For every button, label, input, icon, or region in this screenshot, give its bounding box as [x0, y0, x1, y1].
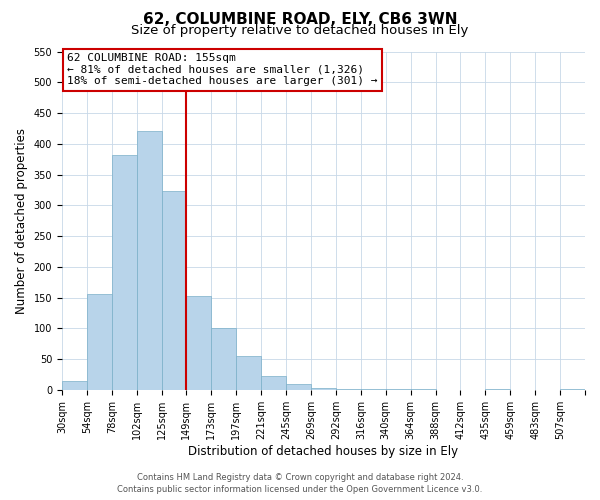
Bar	[187, 296, 211, 390]
Bar	[286, 384, 311, 390]
Bar	[236, 356, 261, 390]
Bar	[410, 389, 436, 390]
Bar	[336, 388, 361, 390]
Bar	[211, 328, 236, 390]
Y-axis label: Number of detached properties: Number of detached properties	[15, 128, 28, 314]
X-axis label: Distribution of detached houses by size in Ely: Distribution of detached houses by size …	[188, 444, 458, 458]
Bar	[137, 132, 161, 390]
Bar	[485, 389, 510, 390]
Text: 62, COLUMBINE ROAD, ELY, CB6 3WN: 62, COLUMBINE ROAD, ELY, CB6 3WN	[143, 12, 457, 28]
Bar	[560, 389, 585, 390]
Bar	[386, 389, 410, 390]
Bar	[361, 389, 386, 390]
Bar	[261, 376, 286, 390]
Text: Size of property relative to detached houses in Ely: Size of property relative to detached ho…	[131, 24, 469, 37]
Bar	[87, 294, 112, 390]
Bar	[62, 380, 87, 390]
Bar	[161, 191, 187, 390]
Text: Contains HM Land Registry data © Crown copyright and database right 2024.
Contai: Contains HM Land Registry data © Crown c…	[118, 472, 482, 494]
Bar	[311, 388, 336, 390]
Text: 62 COLUMBINE ROAD: 155sqm
← 81% of detached houses are smaller (1,326)
18% of se: 62 COLUMBINE ROAD: 155sqm ← 81% of detac…	[67, 53, 377, 86]
Bar	[112, 155, 137, 390]
